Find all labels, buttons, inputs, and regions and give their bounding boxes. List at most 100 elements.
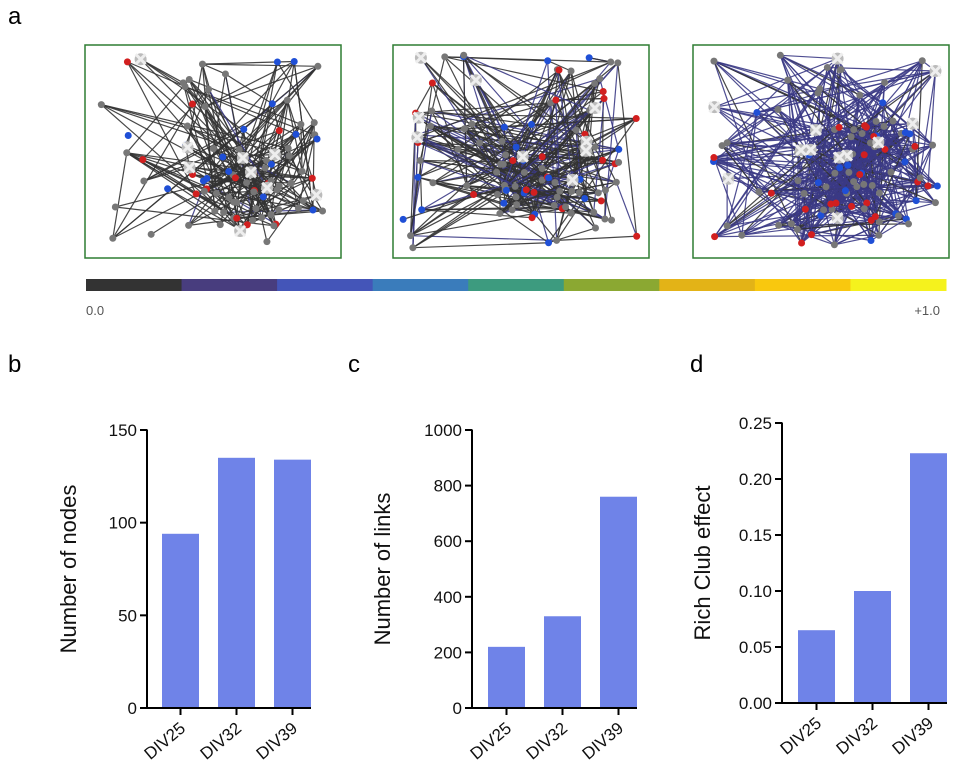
network-node: [528, 214, 536, 222]
network-hub: [244, 166, 258, 179]
network-node: [179, 79, 187, 87]
network-hub: [809, 123, 822, 137]
network-node: [547, 99, 555, 107]
y-tick-label: 100: [109, 514, 137, 533]
network-edge: [713, 129, 854, 159]
network-edge: [204, 65, 319, 108]
network-node: [292, 130, 300, 138]
network-edge: [721, 66, 828, 147]
network-edge: [516, 152, 591, 206]
network-node: [240, 125, 248, 133]
network-hub: [872, 136, 885, 149]
y-axis-title: Number of nodes: [56, 485, 81, 654]
network-edge: [127, 61, 297, 135]
network-edge: [201, 63, 236, 178]
network-node: [738, 231, 746, 239]
network-node: [632, 114, 640, 122]
y-tick-label: 600: [434, 532, 462, 551]
network-node: [544, 57, 552, 65]
network-node: [407, 232, 415, 240]
network-edge: [410, 235, 557, 242]
network-node: [867, 236, 875, 244]
network-node: [872, 117, 880, 125]
network-node: [140, 177, 148, 185]
network-edge: [523, 70, 572, 173]
network-node: [219, 153, 227, 161]
network-node: [601, 215, 609, 223]
network-node: [496, 210, 504, 218]
network-edge: [415, 134, 606, 220]
network-edge: [870, 161, 906, 241]
network-edge: [208, 88, 264, 198]
network-node: [123, 58, 131, 66]
network-edge: [512, 69, 558, 161]
network-node: [220, 208, 228, 216]
network-node: [556, 187, 564, 195]
network-node: [508, 206, 516, 214]
network-node: [287, 179, 295, 187]
network-node: [871, 213, 879, 221]
network-node: [198, 60, 206, 68]
bar-div25: [798, 630, 835, 703]
network-node: [916, 174, 924, 182]
network-edge: [101, 104, 289, 149]
network-edge: [290, 122, 315, 184]
network-node: [798, 239, 806, 247]
network-node: [875, 231, 883, 239]
y-tick-label: 200: [434, 643, 462, 662]
network-node: [847, 133, 855, 141]
network-hub: [831, 52, 844, 65]
network-node: [850, 178, 858, 186]
network-edge: [187, 146, 234, 176]
network-edge: [800, 149, 899, 217]
network-edge: [479, 126, 505, 144]
network-edge: [826, 67, 854, 155]
network-node: [192, 190, 200, 198]
network-node: [468, 120, 476, 128]
network-node: [568, 187, 576, 195]
network-edge: [126, 79, 190, 154]
network-edge: [466, 185, 549, 244]
network-edge: [818, 171, 850, 184]
network-edge: [464, 61, 611, 130]
network-edge: [721, 109, 779, 147]
network-node: [723, 222, 731, 230]
network-node: [823, 63, 831, 71]
network-edge: [726, 142, 827, 188]
network-node: [428, 107, 436, 115]
network-edge: [430, 125, 594, 213]
network-node: [231, 174, 239, 182]
hub-cross: [929, 64, 942, 78]
network-node: [841, 187, 849, 195]
hub-cross: [809, 123, 822, 137]
network-node: [139, 156, 147, 164]
network-hub: [134, 53, 147, 66]
x-tick-label-div32: DIV32: [833, 714, 881, 759]
network-node: [905, 220, 913, 228]
network-hub: [929, 64, 942, 78]
network-node: [123, 149, 131, 157]
network-edge: [233, 177, 313, 219]
network-edge: [212, 148, 230, 172]
network-edge: [827, 66, 936, 72]
hub-cross: [804, 143, 817, 156]
network-node: [299, 197, 307, 205]
network-node: [591, 143, 599, 151]
network-edge: [471, 102, 551, 125]
network-edge: [432, 182, 535, 215]
network-node: [309, 206, 317, 214]
network-node: [860, 151, 868, 159]
network-node: [460, 51, 468, 59]
network-node: [470, 191, 478, 199]
network-edge: [142, 159, 238, 219]
y-tick-label: 0.20: [739, 470, 772, 489]
network-nodes: [97, 53, 327, 246]
network-node: [612, 178, 620, 186]
network-node: [848, 202, 856, 210]
network-node: [283, 96, 291, 104]
network-edge: [204, 106, 236, 179]
network-edge: [219, 133, 297, 226]
network-hub: [708, 101, 721, 114]
network-node: [221, 70, 229, 78]
network-node: [832, 199, 840, 207]
